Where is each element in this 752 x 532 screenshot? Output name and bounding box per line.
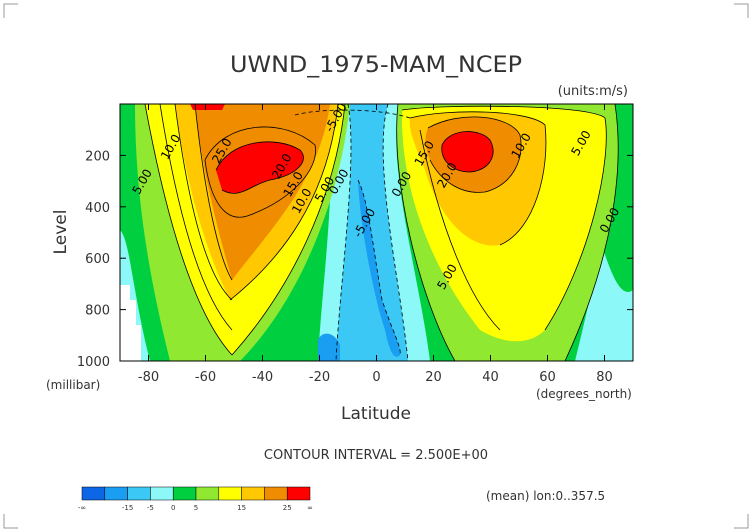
colorbar-label: -∞ — [78, 504, 86, 512]
colorbar-swatch — [81, 486, 106, 501]
colorbar-label: 15 — [237, 504, 246, 512]
colorbar-swatch — [264, 486, 288, 501]
colorbar-swatch — [286, 486, 311, 501]
colorbar-label: 5 — [194, 504, 198, 512]
colorbar-label: -5 — [147, 504, 154, 512]
units-label: (units:m/s) — [558, 84, 628, 99]
x-tick-label: -80 — [138, 370, 159, 385]
contour-lines — [144, 104, 619, 361]
y-axis: 200 400 600 800 1000 — [77, 149, 633, 370]
colorbar-swatch — [172, 486, 197, 501]
nh-jet-core — [441, 131, 494, 172]
x-tick-label: -40 — [252, 370, 273, 385]
colorbar-swatch — [127, 486, 151, 501]
x-axis: -80 -60 -40 -20 0 20 40 60 80 — [138, 104, 613, 385]
y-axis-units: (millibar) — [46, 378, 100, 392]
y-axis-label: Level — [51, 210, 71, 255]
missing-data-patch — [120, 285, 141, 361]
contour-field: 25.020.015.010.010.05.00 5.000.00-5.00-5.… — [120, 104, 633, 361]
negative-contour-lines — [294, 104, 411, 361]
x-tick-label: 20 — [425, 370, 442, 385]
band-neg-bottom — [318, 333, 340, 361]
x-tick-label: -20 — [309, 370, 330, 385]
x-tick-label: 80 — [596, 370, 613, 385]
y-tick-label: 1000 — [77, 355, 110, 370]
band-neg-5 — [336, 104, 408, 361]
sh-jet-core — [216, 141, 304, 194]
crop-marks — [3, 3, 749, 529]
sh-jet-top — [190, 104, 225, 110]
y-tick-label: 200 — [85, 149, 110, 164]
x-tick-label: 40 — [482, 370, 499, 385]
footnote: (mean) lon:0..357.5 — [486, 489, 605, 503]
colorbar-label: 0 — [171, 504, 175, 512]
colorbar-label: -15 — [122, 504, 133, 512]
colorbar-label: 25 — [283, 504, 292, 512]
colorbar-swatch — [218, 486, 242, 501]
y-tick-label: 600 — [85, 252, 110, 267]
contour-interval-text: CONTOUR INTERVAL = 2.500E+00 — [264, 448, 488, 463]
x-tick-label: -60 — [195, 370, 216, 385]
y-tick-label: 400 — [85, 201, 110, 216]
band-neg-west — [575, 240, 633, 361]
colorbar-swatch — [104, 486, 128, 501]
x-tick-label: 60 — [539, 370, 556, 385]
band-neg-10 — [358, 180, 401, 357]
x-axis-units: (degrees_north) — [536, 387, 632, 401]
x-axis-label: Latitude — [341, 404, 411, 424]
y-tick-label: 800 — [85, 304, 110, 319]
x-tick-label: 0 — [372, 370, 380, 385]
colorbar-swatch — [241, 486, 265, 501]
colorbar-label: ∞ — [307, 504, 313, 512]
colorbar-swatch — [150, 486, 174, 501]
chart-title: UWND_1975-MAM_NCEP — [230, 53, 522, 78]
colorbar-swatch — [195, 486, 220, 501]
colorbar: -∞ -15 -5 0 5 15 25 ∞ — [78, 486, 313, 512]
